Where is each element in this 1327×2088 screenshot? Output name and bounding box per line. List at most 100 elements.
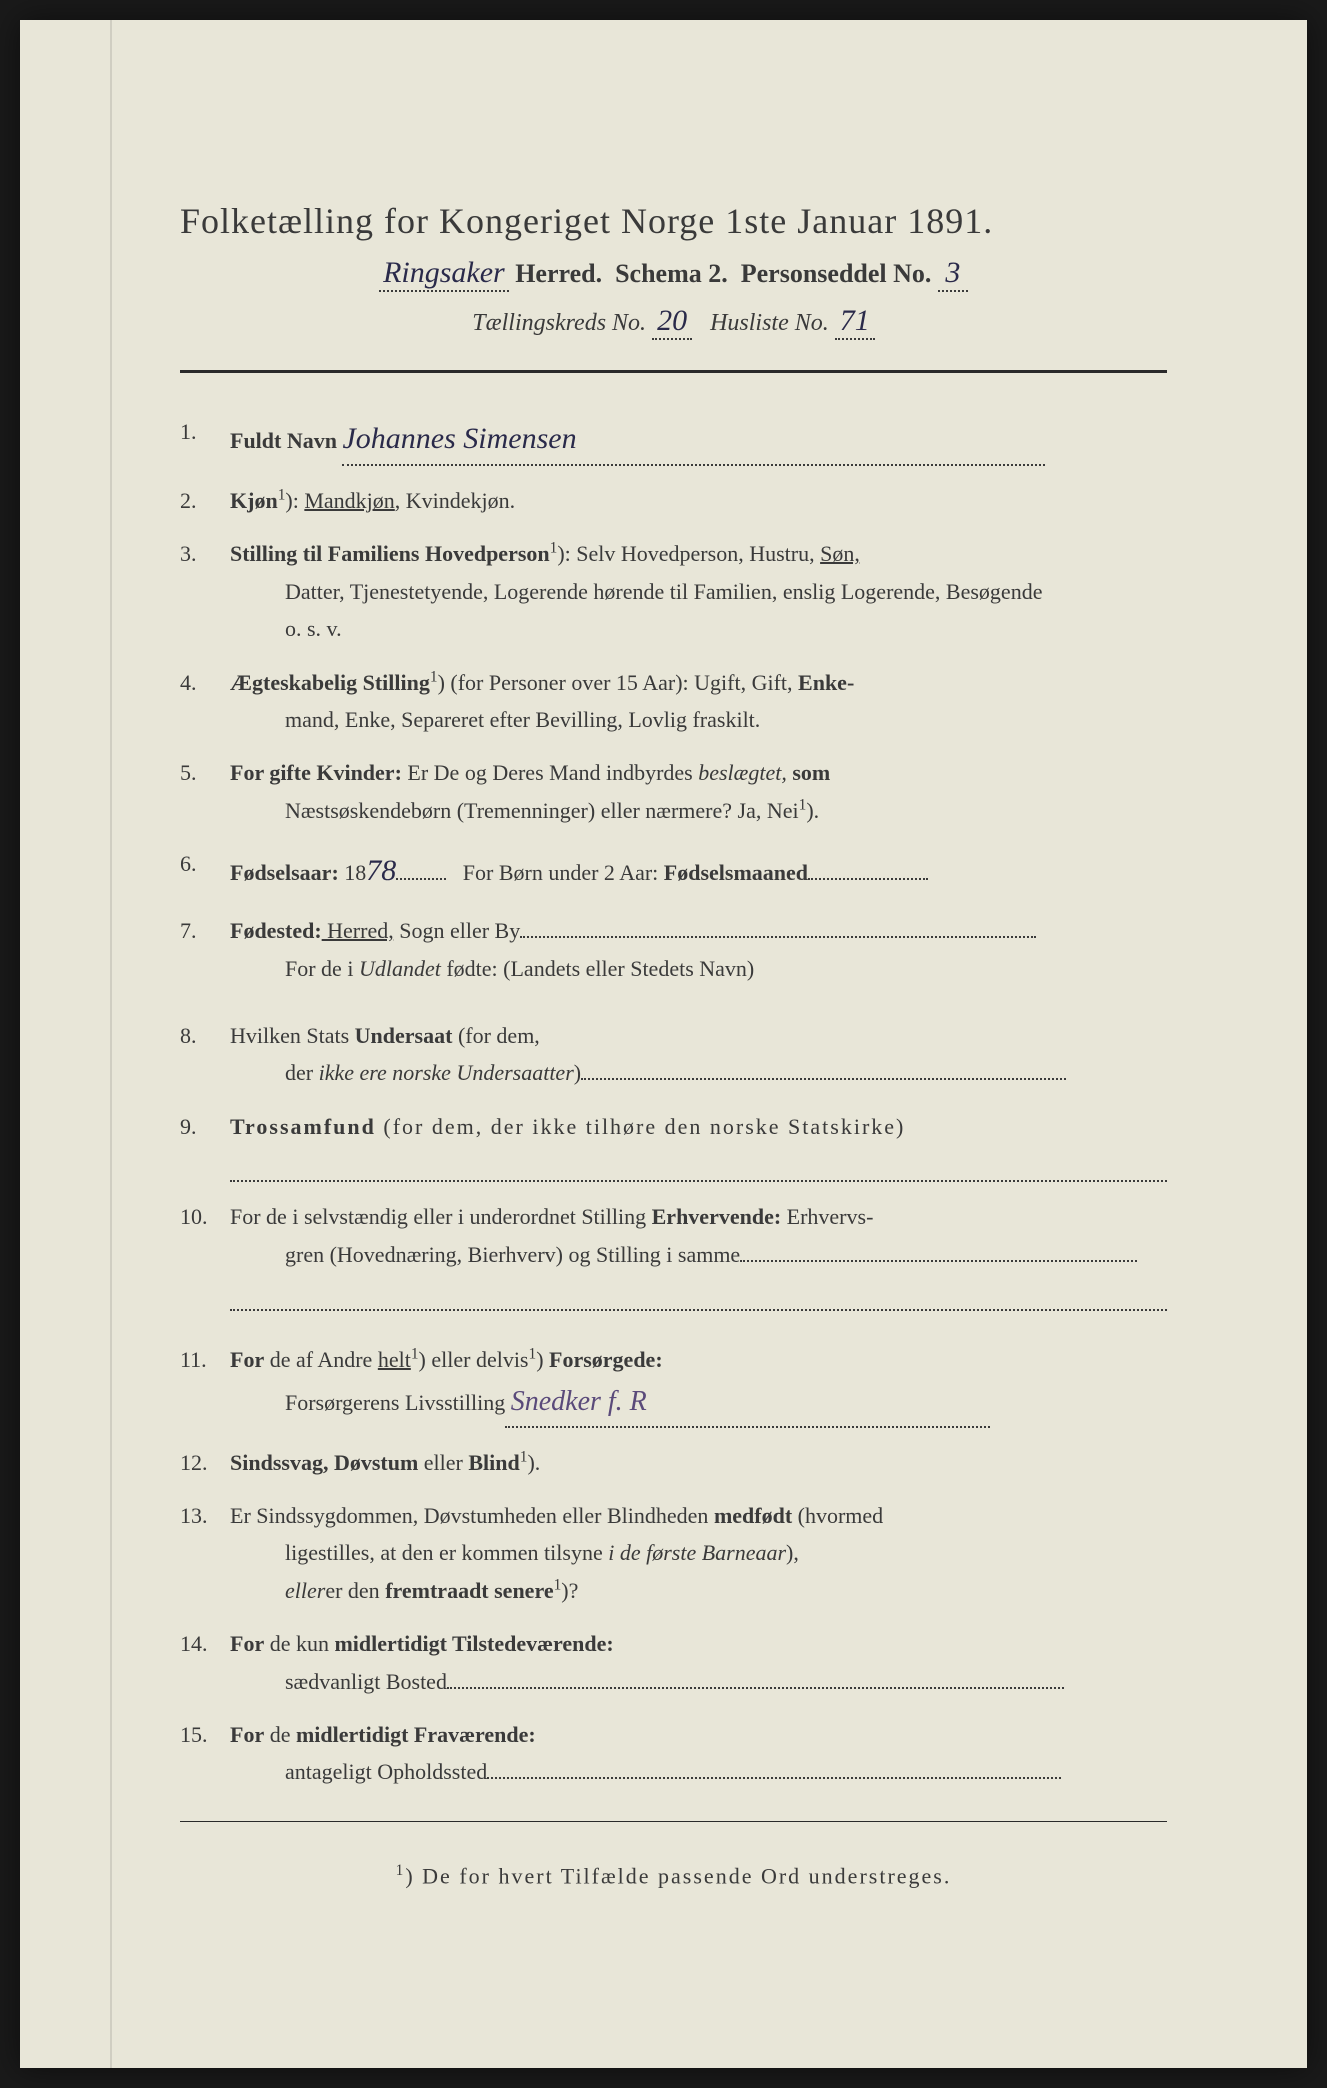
- item-content: For de i selvstændig eller i underordnet…: [230, 1198, 1167, 1310]
- taellingskreds-label: Tællingskreds No.: [472, 310, 646, 336]
- text: de af Andre: [264, 1347, 378, 1372]
- item-3: 3. Stilling til Familiens Hovedperson1):…: [180, 535, 1167, 647]
- footnote-text: ) De for hvert Tilfælde passende Ord und…: [405, 1863, 951, 1888]
- item-14: 14. For de kun midlertidigt Tilstedevære…: [180, 1625, 1167, 1700]
- subtitle-line-1: Ringsaker Herred. Schema 2. Personseddel…: [180, 256, 1167, 292]
- footnote-sup: 1: [396, 1862, 406, 1879]
- italic1: i de første Barneaar: [608, 1540, 786, 1565]
- text5: eller: [285, 1578, 325, 1603]
- item-number: 10.: [180, 1198, 230, 1310]
- prefix: For: [230, 760, 269, 785]
- text: de kun: [264, 1631, 334, 1656]
- item-7: 7. Fødested: Herred, Sogn eller By For d…: [180, 912, 1167, 987]
- text3: fødte: (Landets eller Stedets Navn): [441, 956, 754, 981]
- text2: Erhvervs-: [781, 1204, 873, 1229]
- form-header: Folketælling for Kongeriget Norge 1ste J…: [180, 200, 1167, 340]
- line2: antageligt Opholdssted: [285, 1753, 1167, 1790]
- item-content: Hvilken Stats Undersaat (for dem, der ik…: [230, 1017, 1167, 1092]
- label: Fødselsaar:: [230, 860, 339, 885]
- prefix: For: [230, 1347, 264, 1372]
- option-selected: Søn,: [820, 541, 860, 566]
- item-content: Fødested: Herred, Sogn eller By For de i…: [230, 912, 1167, 987]
- item-2: 2. Kjøn1): Mandkjøn, Kvindekjøn.: [180, 482, 1167, 519]
- text2: (for dem,: [452, 1023, 539, 1048]
- bold1: midlertidigt Fraværende:: [296, 1722, 536, 1747]
- footer-rule: [180, 1821, 1167, 1822]
- item-content: For de af Andre helt1) eller delvis1) Fo…: [230, 1341, 1167, 1428]
- text: Er De og Deres Mand indbyrdes: [402, 760, 698, 785]
- item-content: Er Sindssygdommen, Døvstumheden eller Bl…: [230, 1497, 1167, 1609]
- item-number: 6.: [180, 845, 230, 896]
- item-5: 5. For gifte Kvinder: Er De og Deres Man…: [180, 754, 1167, 829]
- item-number: 8.: [180, 1017, 230, 1092]
- bold1: Forsørgede:: [549, 1347, 663, 1372]
- text4: ): [574, 1060, 581, 1085]
- item-number: 12.: [180, 1444, 230, 1481]
- item-content: Trossamfund (for dem, der ikke tilhøre d…: [230, 1108, 1167, 1183]
- text: For Børn under 2 Aar:: [463, 860, 664, 885]
- dots: [447, 1687, 1064, 1689]
- text2: sædvanligt Bosted: [285, 1669, 447, 1694]
- text7: )?: [561, 1578, 578, 1603]
- item-number: 1.: [180, 413, 230, 466]
- text2: , Kvindekjøn.: [395, 488, 515, 513]
- dots2: [230, 1278, 1167, 1311]
- line2: For de i Udlandet fødte: (Landets eller …: [285, 950, 1167, 987]
- text: eller: [418, 1450, 468, 1475]
- item-6: 6. Fødselsaar: 1878 For Børn under 2 Aar…: [180, 845, 1167, 896]
- line2: der ikke ere norske Undersaatter): [285, 1054, 1167, 1091]
- bold1: medfødt: [714, 1503, 792, 1528]
- bold1: Enke-: [798, 670, 854, 695]
- personseddel-no-field: 3: [938, 256, 968, 292]
- item-number: 5.: [180, 754, 230, 829]
- item-13: 13. Er Sindssygdommen, Døvstumheden elle…: [180, 1497, 1167, 1609]
- label: Fødested:: [230, 918, 322, 943]
- dots: [740, 1260, 1137, 1262]
- schema-label: Schema 2.: [615, 259, 728, 288]
- text: ):: [285, 488, 304, 513]
- item-content: For gifte Kvinder: Er De og Deres Mand i…: [230, 754, 1167, 829]
- sup: 1: [430, 668, 438, 685]
- text3: gren (Hovednæring, Bierhverv) og Stillin…: [285, 1242, 740, 1267]
- item-content: For de midlertidigt Fraværende: antageli…: [230, 1716, 1167, 1791]
- line2: sædvanligt Bosted: [285, 1663, 1167, 1700]
- sup1: 1: [411, 1345, 419, 1362]
- text4: ),: [786, 1540, 799, 1565]
- text: Er Sindssygdommen, Døvstumheden eller Bl…: [230, 1503, 714, 1528]
- text6: er den: [325, 1578, 385, 1603]
- dots: [487, 1777, 1060, 1779]
- taellingskreds-no-field: 20: [652, 304, 692, 340]
- italic1: Udlandet: [359, 956, 441, 981]
- text: Hvilken Stats: [230, 1023, 355, 1048]
- header-rule: [180, 370, 1167, 373]
- husliste-label: Husliste No.: [710, 310, 829, 336]
- label: Sindssvag, Døvstum: [230, 1450, 418, 1475]
- item-number: 4.: [180, 664, 230, 739]
- text2: Næstsøskendebørn (Tremenninger) eller næ…: [285, 798, 799, 823]
- selected: Herred,: [322, 918, 394, 943]
- line2: Næstsøskendebørn (Tremenninger) eller næ…: [285, 792, 1167, 829]
- line3: ellerer den fremtraadt senere1)?: [285, 1572, 1167, 1609]
- year-prefix: 18: [339, 860, 367, 885]
- item-content: Fødselsaar: 1878 For Børn under 2 Aar: F…: [230, 845, 1167, 896]
- line2: mand, Enke, Separeret efter Bevilling, L…: [285, 701, 1167, 738]
- item-15: 15. For de midlertidigt Fraværende: anta…: [180, 1716, 1167, 1791]
- item-11: 11. For de af Andre helt1) eller delvis1…: [180, 1341, 1167, 1428]
- item-12: 12. Sindssvag, Døvstum eller Blind1).: [180, 1444, 1167, 1481]
- dots: [581, 1078, 1066, 1080]
- text4: Forsørgerens Livsstilling: [285, 1390, 505, 1415]
- item-number: 3.: [180, 535, 230, 647]
- item-content: Ægteskabelig Stilling1) (for Personer ov…: [230, 664, 1167, 739]
- line2: Forsørgerens Livsstilling Snedker f. R: [285, 1378, 1167, 1428]
- item-4: 4. Ægteskabelig Stilling1) (for Personer…: [180, 664, 1167, 739]
- text3: ).: [806, 798, 819, 823]
- text2: (hvormed: [792, 1503, 883, 1528]
- value-field: Snedker f. R: [505, 1378, 990, 1428]
- herred-label: Herred.: [515, 259, 602, 288]
- item-number: 7.: [180, 912, 230, 987]
- dots2: [808, 878, 928, 880]
- prefix: For: [230, 1631, 264, 1656]
- label: Stilling til Familiens Hovedperson: [230, 541, 550, 566]
- text2: ).: [527, 1450, 540, 1475]
- census-form-page: Folketælling for Kongeriget Norge 1ste J…: [20, 20, 1307, 2068]
